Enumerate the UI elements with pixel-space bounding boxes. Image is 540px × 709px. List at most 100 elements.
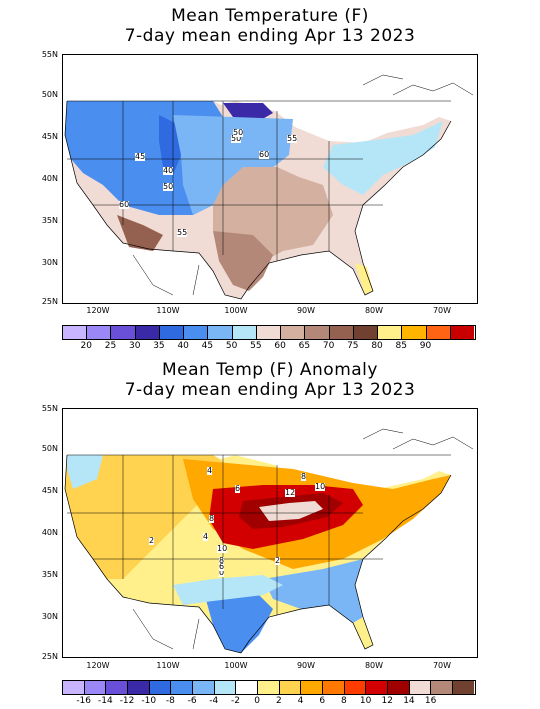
bottom-colorbar-tick-label: 8 (341, 696, 347, 706)
bottom-lon-label-80w: 80W (364, 661, 384, 670)
bottom-region-texas-cool (203, 589, 273, 653)
bottom-colorbar-swatch (236, 681, 259, 694)
bottom-state-lines (67, 454, 451, 615)
bottom-lat-label-30: 30N (41, 612, 58, 621)
top-lat-label-35: 35N (41, 216, 58, 225)
top-colorbar-swatch (402, 326, 427, 339)
bottom-contour-label-8: 0 (219, 568, 225, 577)
top-contour-label-7: 60 (259, 150, 270, 159)
top-contour-label-1: 45 (135, 152, 146, 161)
bottom-colorbar-tick-label: 0 (254, 696, 261, 706)
top-lon-label-110w: 110W (156, 306, 180, 315)
bottom-colorbar-tick-label: 10 (359, 696, 372, 706)
bottom-lat-label-45: 45N (41, 486, 58, 495)
top-region-plains-cool (173, 115, 293, 215)
bottom-lat-label-35: 35N (41, 570, 58, 579)
top-colorbar-swatch (281, 326, 306, 339)
top-colorbar-swatch (329, 326, 354, 339)
top-lat-label-25: 25N (41, 297, 58, 306)
top-colorbar-tick-label: 35 (153, 341, 165, 351)
top-contour-label-2: 50 (163, 182, 174, 191)
top-colorbar-tick-label: 65 (298, 341, 311, 351)
bottom-colorbar-swatch (128, 681, 150, 694)
top-colorbar-swatch (256, 326, 282, 339)
top-contour-label-4: 55 (177, 228, 188, 237)
bottom-region-southeast-cool (263, 559, 363, 623)
top-lat-label-55: 55N (41, 50, 58, 59)
bottom-colorbar-swatch (323, 681, 345, 694)
bottom-colorbar-swatch (106, 681, 129, 694)
bottom-colorbar-swatch (431, 681, 454, 694)
top-colorbar-tick-label: 25 (104, 341, 117, 351)
top-colorbar-swatch (87, 326, 112, 339)
bottom-colorbar-tick-label: 14 (403, 696, 415, 706)
bottom-lat-label-40: 40N (41, 528, 58, 537)
top-lat-label-30: 30N (41, 258, 58, 267)
top-colorbar-swatch (450, 326, 474, 339)
bottom-colorbar-tick-label: -16 (76, 696, 92, 706)
top-colorbar-tick-label: 85 (395, 341, 407, 351)
bottom-contour-label-13: 6 (235, 484, 241, 493)
bottom-colorbar-swatch (409, 681, 432, 694)
top-coastline (64, 100, 452, 300)
bottom-colorbar-tick-label: -4 (209, 696, 219, 706)
bottom-contour-label-4: 10 (315, 482, 326, 491)
bottom-lon-label-120w: 120W (86, 661, 110, 670)
bottom-lat-label-55: 55N (41, 404, 58, 413)
bottom-colorbar-swatch (171, 681, 194, 694)
bottom-colorbar-tick-label: 2 (275, 696, 282, 706)
bottom-contour-label-3: 12 (285, 488, 296, 497)
bottom-contour-label-6: 8 (219, 556, 225, 565)
bottom-title-line2: 7-day mean ending Apr 13 2023 (124, 380, 416, 400)
bottom-colorbar-tick-label: 16 (424, 696, 437, 706)
top-title-line1: Mean Temperature (F) (171, 6, 369, 26)
bottom-coastline (64, 454, 452, 654)
bottom-lon-label-90w: 90W (296, 661, 316, 670)
bottom-mexico-lines (132, 608, 200, 650)
bottom-lon-label-110w: 110W (156, 661, 180, 670)
bottom-region-northwest-cool (67, 455, 103, 489)
top-colorbar-swatch (378, 326, 403, 339)
top-region-mountain-coldest (159, 115, 181, 175)
top-region-southwest-hot (117, 215, 163, 251)
top-contour-label-9: 50 (233, 128, 244, 137)
bottom-colorbar-tick-label: 6 (319, 696, 326, 706)
top-contour-label-6: 50 (231, 134, 242, 143)
bottom-colorbar-tick-label: -12 (119, 696, 135, 706)
bottom-colorbar-swatch (149, 681, 172, 694)
bottom-colorbar-swatch (84, 681, 107, 694)
bottom-contour-label-7: 2 (275, 556, 281, 565)
top-colorbar (62, 325, 476, 340)
top-colorbar-swatch (426, 326, 451, 339)
bottom-map: 4 8 12 10 10 8 2 0 6 2 4 8 6 (62, 408, 478, 658)
bottom-colorbar-tick-label: -2 (230, 696, 240, 706)
bottom-contour-label-11: 4 (203, 532, 209, 541)
bottom-colorbar-swatch (279, 681, 302, 694)
top-canada-lines (362, 74, 474, 96)
top-lat-label-50: 50N (41, 90, 58, 99)
bottom-colorbar-tick-label: -10 (141, 696, 157, 706)
bottom-colorbar-swatch (63, 681, 85, 694)
top-colorbar-swatch (135, 326, 160, 339)
bottom-region-south-light (173, 575, 283, 605)
bottom-contour-label-1: 4 (207, 466, 213, 475)
bottom-colorbar-tick-label: -6 (187, 696, 197, 706)
top-title-line2: 7-day mean ending Apr 13 2023 (124, 26, 416, 46)
top-colorbar-tick-label: 90 (419, 341, 432, 351)
bottom-colorbar-swatch (301, 681, 324, 694)
top-colorbar-tick-label: 80 (371, 341, 383, 351)
top-colorbar-tick-label: 45 (201, 341, 214, 351)
top-colorbar-tick-label: 75 (347, 341, 359, 351)
bottom-lon-label-100w: 100W (224, 661, 248, 670)
bottom-colorbar-tick-label: -8 (165, 696, 175, 706)
top-region-florida (355, 263, 373, 295)
bottom-colorbar-swatch (366, 681, 389, 694)
top-contour-label-8: 55 (287, 134, 298, 143)
top-colorbar-swatch (353, 326, 379, 339)
top-lat-label-45: 45N (41, 132, 58, 141)
bottom-colorbar-swatch (453, 681, 474, 694)
top-colorbar-tick-label: 55 (250, 341, 262, 351)
top-colorbar-swatch (208, 326, 233, 339)
bottom-colorbar (62, 680, 476, 695)
top-lon-label-120w: 120W (86, 306, 110, 315)
